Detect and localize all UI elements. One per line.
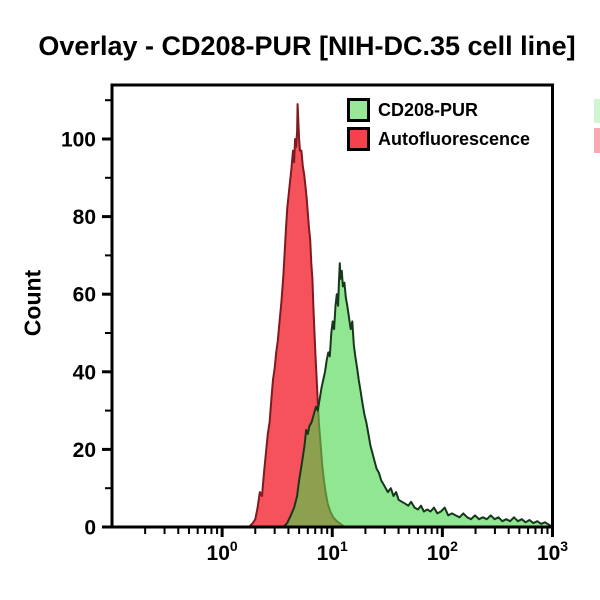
svg-text:101: 101 [317,538,348,565]
legend-swatch-green-icon [347,98,370,122]
cropped-neighbor-legend-green-sliver [594,99,600,123]
svg-text:40: 40 [73,361,96,384]
svg-text:103: 103 [537,538,568,565]
legend-item-cd208-pur: CD208-PUR [347,98,530,122]
chart-title: Overlay - CD208-PUR [NIH-DC.35 cell line… [38,31,576,61]
svg-text:100: 100 [207,538,238,565]
legend: CD208-PUR Autofluorescence [347,98,530,151]
svg-text:20: 20 [73,439,96,462]
legend-swatch-red-icon [347,127,370,151]
legend-item-autofluorescence: Autofluorescence [347,127,530,151]
svg-text:100: 100 [61,129,96,152]
svg-text:80: 80 [73,206,96,229]
cropped-neighbor-legend-red-sliver [594,128,600,153]
legend-label-autofluorescence: Autofluorescence [378,128,531,149]
svg-text:102: 102 [427,538,458,565]
legend-label-cd208-pur: CD208-PUR [378,99,479,120]
svg-text:60: 60 [73,284,96,307]
svg-text:0: 0 [84,517,96,540]
